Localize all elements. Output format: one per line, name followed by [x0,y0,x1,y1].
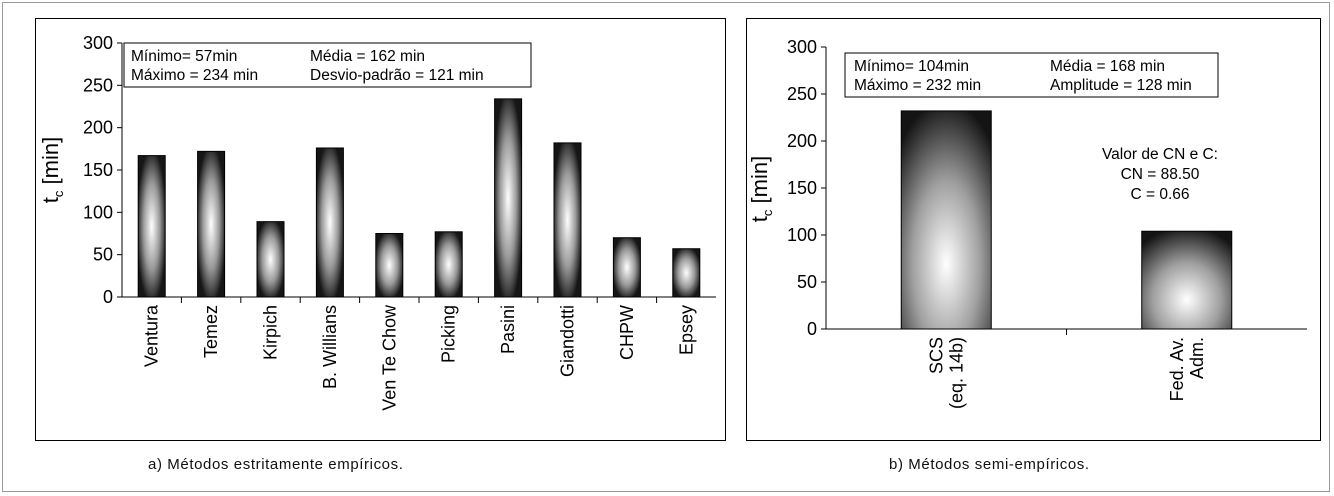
chart-b-bar [1141,230,1233,330]
caption-a: a) Métodos estritamente empíricos. [148,456,404,473]
chart-a-bar [137,155,166,298]
chart-a-bar [256,221,285,298]
chart-a-y-tick-label: 0 [103,287,113,307]
chart-b-y-tick-label: 250 [787,84,817,104]
chart-a-category-label: Epsey [676,305,696,355]
chart-b-annotation-text: C = 0.66 [1130,186,1189,203]
chart-a-stats-text: Máximo = 234 min [131,67,258,84]
chart-b-y-tick-label: 0 [807,319,817,339]
chart-a-category-label: Kirpich [261,305,281,360]
chart-b-y-tick-label: 100 [787,225,817,245]
chart-b-bar [900,110,992,330]
chart-a-category-label: Ven Te Chow [379,304,399,411]
chart-b-y-tick-label: 200 [787,131,817,151]
chart-a-bar [315,147,344,298]
chart-a-bar [375,233,404,298]
chart-b-svg: 0 50 100 150 200 250 300 tc [min] SCS(eq. 14b) Fe… [747,37,1307,409]
chart-b-stats-text: Mínimo= 104min [854,58,969,75]
chart-b-y-tick-label: 50 [797,272,817,292]
chart-a-y-tick-label: 50 [93,245,113,265]
chart-b-annotation-text: Valor de CN e C: [1102,146,1218,163]
chart-panel-b: 0 50 100 150 200 250 300 tc [min] SCS(eq. 14b) Fe… [746,18,1321,441]
chart-a-stats-text: Desvio-padrão = 121 min [310,67,484,84]
chart-a-category-label: Pasini [498,305,518,354]
chart-a-stats-text: Mínimo= 57min [131,48,237,65]
chart-b-category-label: SCS(eq. 14b) [926,337,966,409]
chart-b-stats-text: Média = 168 min [1050,58,1165,75]
chart-a-y-axis-title: tc [min] [38,137,66,203]
chart-b-y-axis-title: tc [min] [747,156,775,222]
chart-a-category-label: CHPW [617,305,637,360]
chart-a-y-tick-label: 300 [83,33,113,53]
chart-a-y-tick-label: 250 [83,75,113,95]
chart-a-y-tick-label: 200 [83,118,113,138]
chart-b-category-label: Fed. Av.Adm. [1167,337,1207,401]
chart-a-category-label: Temez [201,305,221,358]
chart-panel-a: 0 50 100 150 200 250 300 tc [min] Ventura Temez Ki… [35,18,726,441]
chart-a-category-label: Giandotti [558,305,578,377]
chart-a-stats-box [123,42,532,88]
chart-a-svg: 0 50 100 150 200 250 300 tc [min] Ventura Temez Ki… [38,33,716,411]
chart-b-stats-text: Máximo = 232 min [854,77,981,94]
chart-b-annotation-text: CN = 88.50 [1121,166,1200,183]
chart-a-y-tick-label: 100 [83,202,113,222]
caption-b: b) Métodos semi-empíricos. [889,456,1090,473]
chart-a-stats-text: Média = 162 min [310,48,425,65]
chart-b-y-tick-label: 300 [787,37,817,57]
chart-a-bar [434,231,463,298]
chart-a-bar [612,237,641,298]
chart-a-bar [553,142,582,298]
chart-a-category-label: Picking [439,305,459,363]
chart-a-bar [197,150,226,298]
chart-b-stats-box [844,52,1219,98]
chart-a-bar [494,98,523,298]
chart-a-bar [672,248,701,298]
chart-a-y-tick-label: 150 [83,160,113,180]
chart-b-y-tick-label: 150 [787,178,817,198]
chart-a-category-label: Ventura [142,304,162,367]
chart-b-stats-text: Amplitude = 128 min [1050,77,1192,94]
chart-a-category-label: B. Willians [320,305,340,389]
